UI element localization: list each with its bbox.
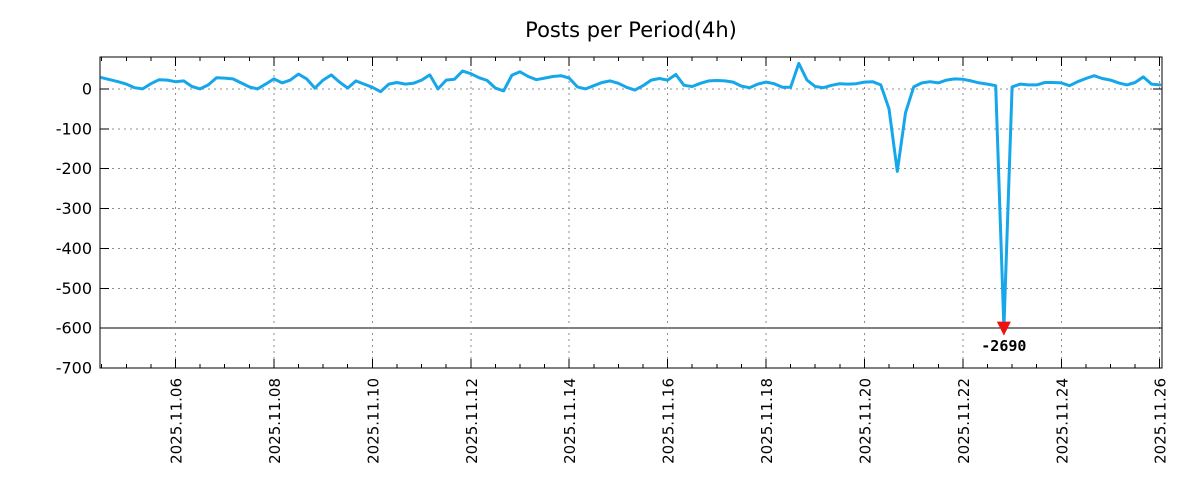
plot-border (99, 56, 1163, 369)
x-tick-label-group: 2025.11.14 (561, 378, 579, 464)
x-tick-label-group: 2025.11.18 (758, 378, 776, 464)
annotations: -2690 (981, 321, 1026, 355)
series-line (100, 61, 1162, 330)
x-tick-label-group: 2025.11.12 (463, 378, 481, 464)
chart-title: Posts per Period(4h) (525, 18, 737, 42)
x-tick-label-group: 2025.11.20 (856, 378, 874, 464)
data-series (100, 61, 1162, 330)
y-tick-label: -100 (56, 119, 92, 138)
x-tick-label-group: 2025.11.10 (364, 378, 382, 464)
y-tick-label: -400 (56, 239, 92, 258)
x-tick-label-group: 2025.11.08 (266, 378, 284, 464)
axes (99, 56, 1163, 369)
x-tick-label-group: 2025.11.22 (955, 378, 973, 464)
axis-labels: 0 -100 -200 -300 -400 -500 -600 -700 2025.11.06 2… (56, 79, 1170, 463)
y-tick-label: -300 (56, 199, 92, 218)
x-tick-label: 2025.11.26 (1152, 378, 1170, 464)
x-tick-label: 2025.11.06 (168, 378, 186, 464)
x-tick-label: 2025.11.22 (955, 378, 973, 464)
x-tick-label: 2025.11.08 (266, 378, 284, 464)
x-tick-label-group: 2025.11.26 (1152, 378, 1170, 464)
y-tick-label: -600 (56, 319, 92, 338)
x-tick-label: 2025.11.20 (856, 378, 874, 464)
min-marker-icon (996, 321, 1011, 336)
y-tick-label: 0 (82, 79, 92, 98)
x-tick-label-group: 2025.11.24 (1053, 378, 1071, 464)
x-tick-label-group: 2025.11.16 (660, 378, 678, 464)
x-tick-label: 2025.11.24 (1053, 378, 1071, 464)
x-tick-label: 2025.11.16 (660, 378, 678, 464)
x-tick-label: 2025.11.10 (364, 378, 382, 464)
y-tick-label: -500 (56, 279, 92, 298)
x-tick-label: 2025.11.12 (463, 378, 481, 464)
x-tick-label: 2025.11.18 (758, 378, 776, 464)
y-tick-label: -200 (56, 159, 92, 178)
min-value-label: -2690 (981, 337, 1026, 355)
y-tick-label: -700 (56, 359, 92, 378)
gridlines (100, 57, 1162, 368)
x-tick-label-group: 2025.11.06 (168, 378, 186, 464)
x-tick-label: 2025.11.14 (561, 378, 579, 464)
